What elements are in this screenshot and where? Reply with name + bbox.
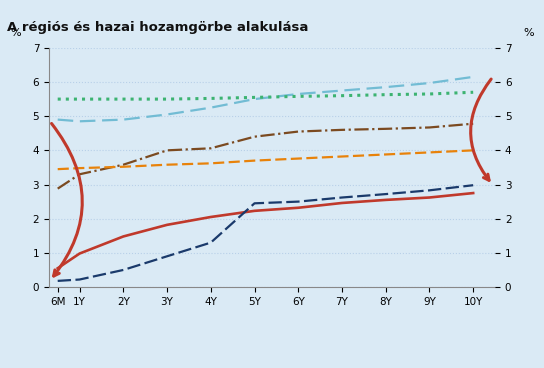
- Text: %: %: [10, 28, 21, 38]
- Text: A régiós és hazai hozamgörbe alakulása: A régiós és hazai hozamgörbe alakulása: [7, 21, 308, 34]
- Text: %: %: [523, 28, 534, 38]
